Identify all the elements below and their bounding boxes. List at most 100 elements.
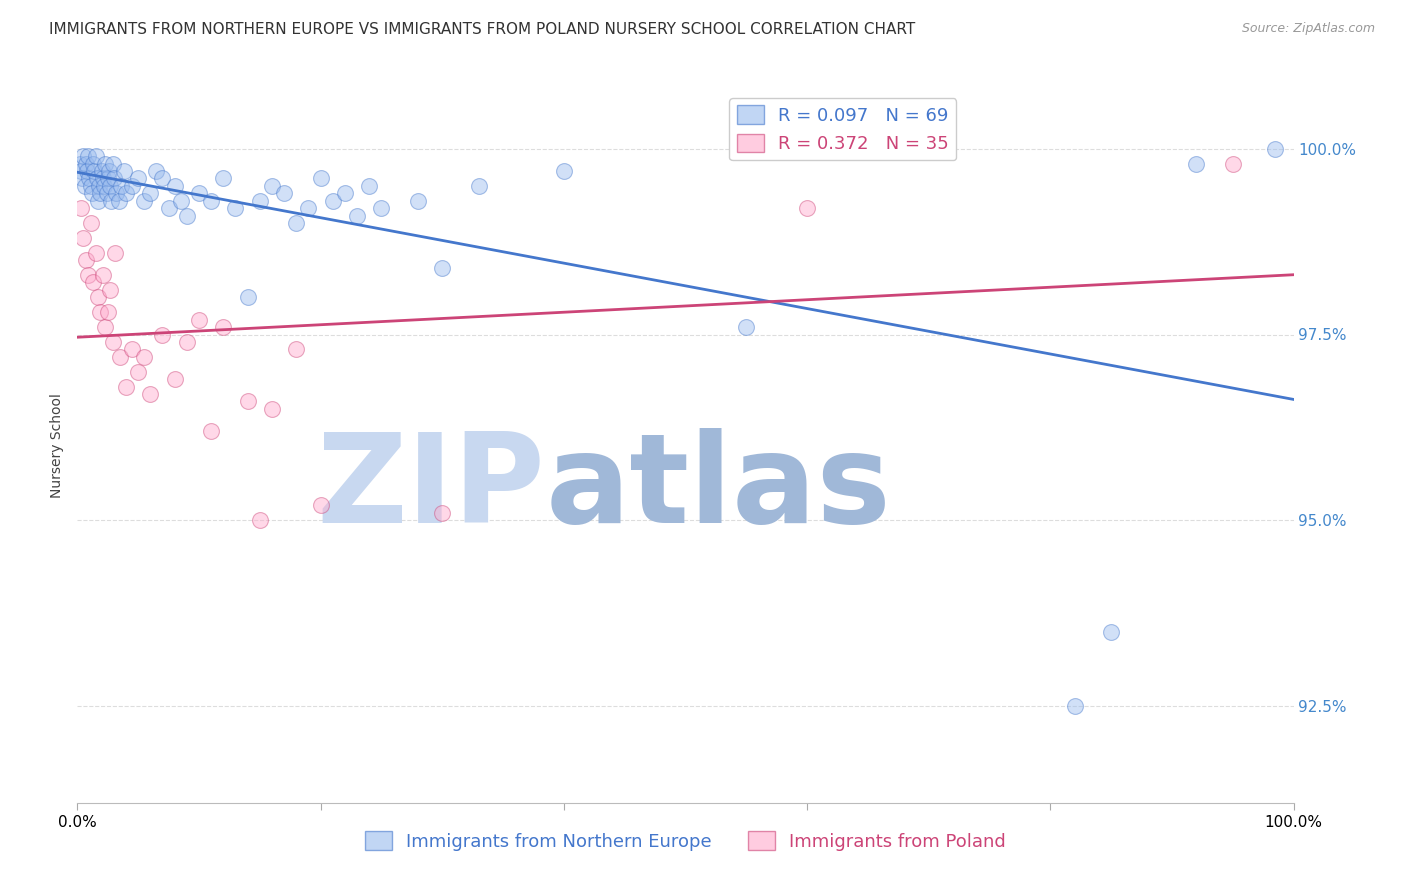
Text: Source: ZipAtlas.com: Source: ZipAtlas.com — [1241, 22, 1375, 36]
Point — [80, 186, 103, 201]
Point — [93, 178, 115, 193]
Point — [80, 216, 103, 230]
Point — [297, 201, 319, 215]
Point — [121, 343, 143, 357]
Point — [145, 164, 167, 178]
Point — [796, 201, 818, 215]
Point — [121, 178, 143, 193]
Point — [84, 245, 107, 260]
Point — [260, 178, 283, 193]
Point — [91, 268, 114, 282]
Point — [101, 334, 124, 349]
Point — [97, 305, 120, 319]
Point — [134, 350, 156, 364]
Point — [75, 156, 97, 170]
Point — [83, 164, 105, 178]
Point — [84, 149, 107, 163]
Y-axis label: Nursery School: Nursery School — [51, 393, 65, 499]
Point — [107, 194, 129, 208]
Point — [72, 231, 94, 245]
Point — [86, 171, 108, 186]
Point — [236, 290, 259, 304]
Point — [1185, 156, 1208, 170]
Point — [309, 171, 332, 186]
Point — [112, 164, 135, 178]
Point — [1099, 624, 1122, 639]
Point — [87, 290, 110, 304]
Point — [70, 201, 93, 215]
Point — [96, 186, 118, 201]
Point — [98, 178, 121, 193]
Point — [735, 320, 758, 334]
Text: IMMIGRANTS FROM NORTHERN EUROPE VS IMMIGRANTS FROM POLAND NURSERY SCHOOL CORRELA: IMMIGRANTS FROM NORTHERN EUROPE VS IMMIG… — [49, 22, 915, 37]
Point — [322, 194, 344, 208]
Point — [152, 327, 174, 342]
Point — [115, 379, 138, 393]
Point — [75, 253, 97, 268]
Point — [406, 194, 429, 208]
Text: atlas: atlas — [546, 428, 891, 549]
Point — [260, 401, 283, 416]
Point — [100, 194, 122, 208]
Point — [285, 216, 308, 230]
Point — [82, 276, 104, 290]
Point — [110, 178, 132, 193]
Point — [1222, 156, 1244, 170]
Point — [98, 283, 121, 297]
Point — [359, 178, 381, 193]
Point — [273, 186, 295, 201]
Point — [430, 260, 453, 275]
Point — [309, 499, 332, 513]
Point — [224, 201, 246, 215]
Point — [152, 171, 174, 186]
Point — [70, 164, 93, 178]
Point — [163, 178, 186, 193]
Point — [87, 194, 110, 208]
Point — [249, 194, 271, 208]
Point — [115, 186, 138, 201]
Point — [69, 156, 91, 170]
Point — [188, 186, 211, 201]
Point — [188, 312, 211, 326]
Point — [79, 171, 101, 186]
Point — [212, 171, 235, 186]
Point — [170, 194, 193, 208]
Point — [89, 178, 111, 193]
Point — [76, 164, 98, 178]
Point — [176, 334, 198, 349]
Point — [127, 171, 149, 186]
Point — [200, 424, 222, 438]
Point — [104, 245, 127, 260]
Point — [77, 149, 100, 163]
Point — [163, 372, 186, 386]
Point — [82, 156, 104, 170]
Point — [89, 186, 111, 201]
Point — [80, 178, 103, 193]
Point — [1264, 142, 1286, 156]
Point — [97, 171, 120, 186]
Point — [176, 209, 198, 223]
Point — [139, 186, 162, 201]
Point — [346, 209, 368, 223]
Point — [108, 350, 131, 364]
Point — [94, 320, 117, 334]
Legend: Immigrants from Northern Europe, Immigrants from Poland: Immigrants from Northern Europe, Immigra… — [357, 824, 1014, 858]
Point — [134, 194, 156, 208]
Point — [370, 201, 392, 215]
Point — [89, 305, 111, 319]
Point — [77, 268, 100, 282]
Point — [97, 164, 120, 178]
Point — [333, 186, 356, 201]
Text: ZIP: ZIP — [316, 428, 546, 549]
Point — [101, 156, 124, 170]
Point — [94, 156, 117, 170]
Point — [70, 171, 93, 186]
Point — [430, 506, 453, 520]
Point — [91, 171, 114, 186]
Point — [285, 343, 308, 357]
Point — [553, 164, 575, 178]
Point — [127, 365, 149, 379]
Point — [1063, 699, 1085, 714]
Point — [139, 387, 162, 401]
Point — [467, 178, 489, 193]
